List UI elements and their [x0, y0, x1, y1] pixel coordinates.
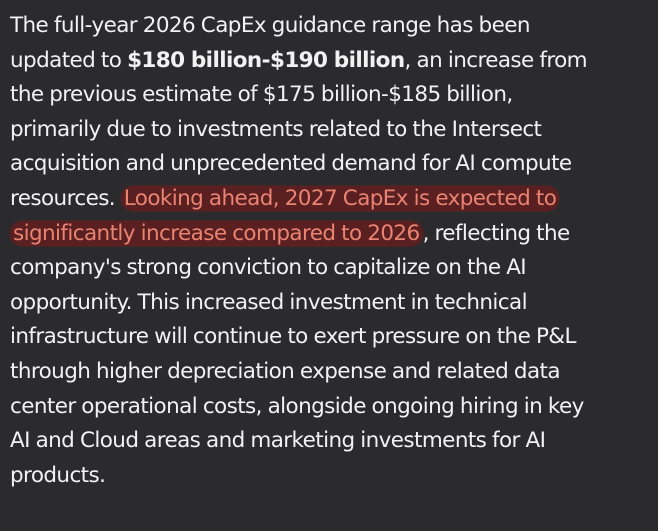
- line-text: infrastructure will continue to exert pr…: [10, 324, 576, 350]
- line-text: acquisition and unprecedented demand for…: [10, 151, 572, 177]
- line-text: opportunity. This increased investment i…: [10, 289, 528, 315]
- text-line: the previous estimate of $175 billion-$1…: [10, 78, 650, 113]
- text-line: AI and Cloud areas and marketing investm…: [10, 424, 650, 459]
- text-line: The full-year 2026 CapEx guidance range …: [10, 9, 650, 44]
- line-text: updated to: [10, 47, 128, 73]
- text-line: company's strong conviction to capitaliz…: [10, 251, 650, 286]
- line-text: through higher depreciation expense and …: [10, 358, 561, 384]
- text-line: acquisition and unprecedented demand for…: [10, 147, 650, 182]
- bold-capex-range: $180 billion-$190 billion: [127, 47, 405, 73]
- highlighted-text: significantly increase compared to 2026: [10, 220, 423, 246]
- text-line: resources. Looking ahead, 2027 CapEx is …: [10, 182, 650, 217]
- line-text: , reflecting the: [422, 220, 571, 246]
- line-text: resources.: [10, 185, 121, 211]
- line-text: The full-year 2026 CapEx guidance range …: [10, 13, 530, 38]
- text-line: opportunity. This increased investment i…: [10, 286, 650, 321]
- line-text: products.: [10, 462, 106, 488]
- line-text: primarily due to investments related to …: [10, 116, 542, 142]
- line-text: , an increase from: [404, 47, 588, 73]
- line-text: the previous estimate of $175 billion-$1…: [10, 82, 513, 108]
- text-line: center operational costs, alongside ongo…: [10, 390, 650, 425]
- line-text: AI and Cloud areas and marketing investm…: [10, 428, 546, 454]
- line-text: company's strong conviction to capitaliz…: [10, 255, 527, 281]
- text-line: updated to $180 billion-$190 billion, an…: [10, 44, 650, 79]
- line-text: center operational costs, alongside ongo…: [10, 393, 584, 419]
- text-line: through higher depreciation expense and …: [10, 355, 650, 390]
- text-line: primarily due to investments related to …: [10, 113, 650, 148]
- capex-paragraph: The full-year 2026 CapEx guidance range …: [10, 9, 650, 493]
- highlighted-text: Looking ahead, 2027 CapEx is expected to: [120, 185, 560, 211]
- text-line: products.: [10, 459, 650, 494]
- text-line: significantly increase compared to 2026,…: [10, 217, 650, 252]
- text-line: infrastructure will continue to exert pr…: [10, 320, 650, 355]
